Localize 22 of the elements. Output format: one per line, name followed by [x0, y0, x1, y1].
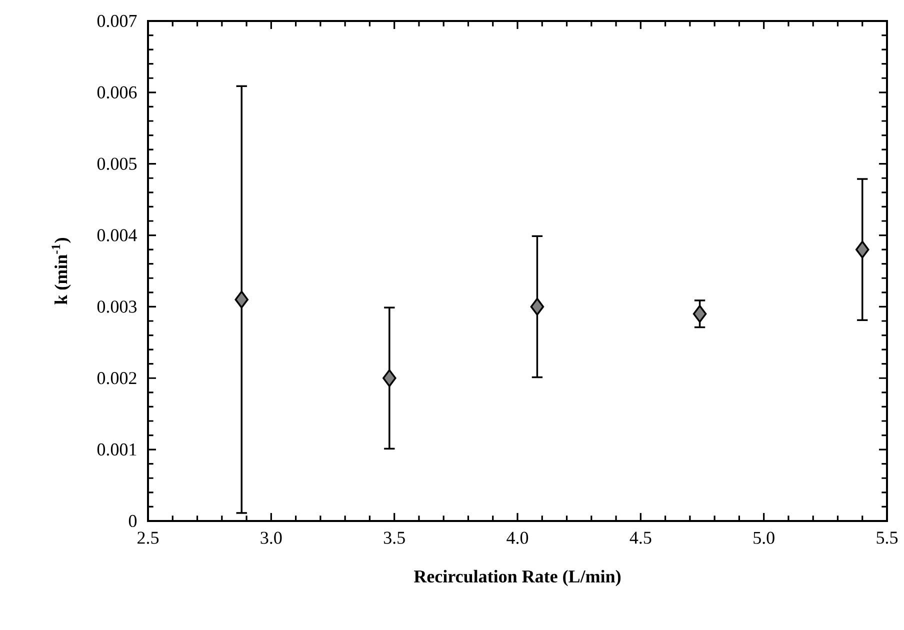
x-tick-label: 2.5 — [138, 532, 159, 544]
x-tick-label: 4.0 — [506, 532, 528, 544]
y-tick-label: 0.003 — [97, 300, 137, 313]
x-tick-label: 5.5 — [876, 532, 898, 544]
y-tick-label: 0.005 — [97, 158, 137, 170]
point — [382, 369, 396, 387]
x-tick-label: 3.0 — [260, 532, 282, 544]
x-tick-label: 3.5 — [384, 532, 405, 544]
x-tick-label: 4.5 — [630, 532, 652, 544]
y-tick-label: 0.004 — [97, 229, 137, 242]
x-tick-label: 5.0 — [754, 532, 774, 544]
point — [530, 298, 544, 316]
point — [234, 290, 248, 308]
point — [855, 240, 870, 258]
y-tick-label: 0 — [128, 514, 137, 528]
y-tick-label: 0.006 — [97, 86, 137, 99]
y-tick-label: 0.007 — [97, 14, 137, 28]
point — [692, 304, 707, 323]
y-tick-label: 0.001 — [97, 443, 136, 456]
x-axis-title: Recirculation Rate (L/min) — [414, 570, 621, 586]
y-axis-title: k (min$^{-1}$) — [52, 238, 71, 304]
y-tick-label: 0.002 — [97, 372, 136, 384]
